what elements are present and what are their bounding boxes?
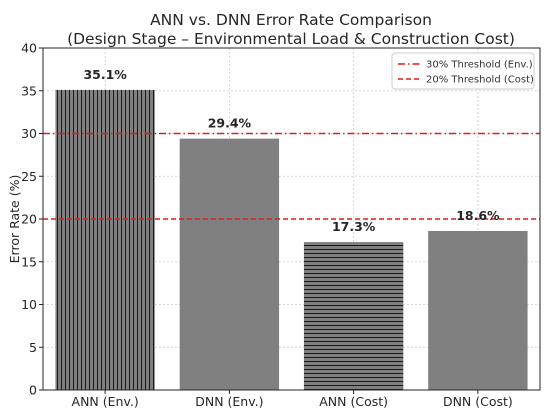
y-tick-label: 15 <box>21 254 37 269</box>
data-label-4: 18.6% <box>456 208 500 223</box>
data-label-3: 17.3% <box>332 219 376 234</box>
y-tick-label: 20 <box>21 212 37 227</box>
data-label-1: 35.1% <box>83 67 127 82</box>
y-tick-label: 40 <box>21 41 37 56</box>
chart-title-line-2: (Design Stage – Environmental Load & Con… <box>67 30 515 48</box>
legend-label-2: 20% Threshold (Cost) <box>426 75 534 86</box>
y-tick-label: 25 <box>21 169 37 184</box>
x-ticks-layer: ANN (Env.) DNN (Env.) ANN (Cost) DNN (Cost) <box>72 390 513 409</box>
bar-1 <box>55 89 155 391</box>
data-label-2: 29.4% <box>208 116 252 131</box>
y-tick-label: 0 <box>29 383 37 398</box>
x-tick-label: ANN (Cost) <box>319 394 388 409</box>
legend-box <box>391 52 535 90</box>
bar-4 <box>428 230 528 390</box>
x-tick-label: DNN (Env.) <box>195 394 263 409</box>
y-tick-label: 10 <box>21 297 37 312</box>
x-tick-label: ANN (Env.) <box>72 394 139 409</box>
y-tick-label: 35 <box>21 83 37 98</box>
y-ticks-layer: 0 5 10 15 20 25 30 35 40 <box>21 41 43 398</box>
chart-title-line-1: ANN vs. DNN Error Rate Comparison <box>150 11 432 29</box>
y-tick-label: 5 <box>29 340 37 355</box>
legend-label-1: 30% Threshold (Env.) <box>426 60 533 71</box>
bars-layer <box>55 89 528 391</box>
bar-2 <box>179 138 280 390</box>
data-labels-layer: 35.1% 29.4% 17.3% 18.6% <box>83 67 500 234</box>
legend: 30% Threshold (Env.) 20% Threshold (Cost) <box>391 52 535 90</box>
y-tick-label: 30 <box>21 126 37 141</box>
x-tick-label: DNN (Cost) <box>443 394 513 409</box>
threshold-layer <box>43 132 540 220</box>
y-axis-label: Error Rate (%) <box>7 175 22 264</box>
bar-3 <box>303 242 404 390</box>
